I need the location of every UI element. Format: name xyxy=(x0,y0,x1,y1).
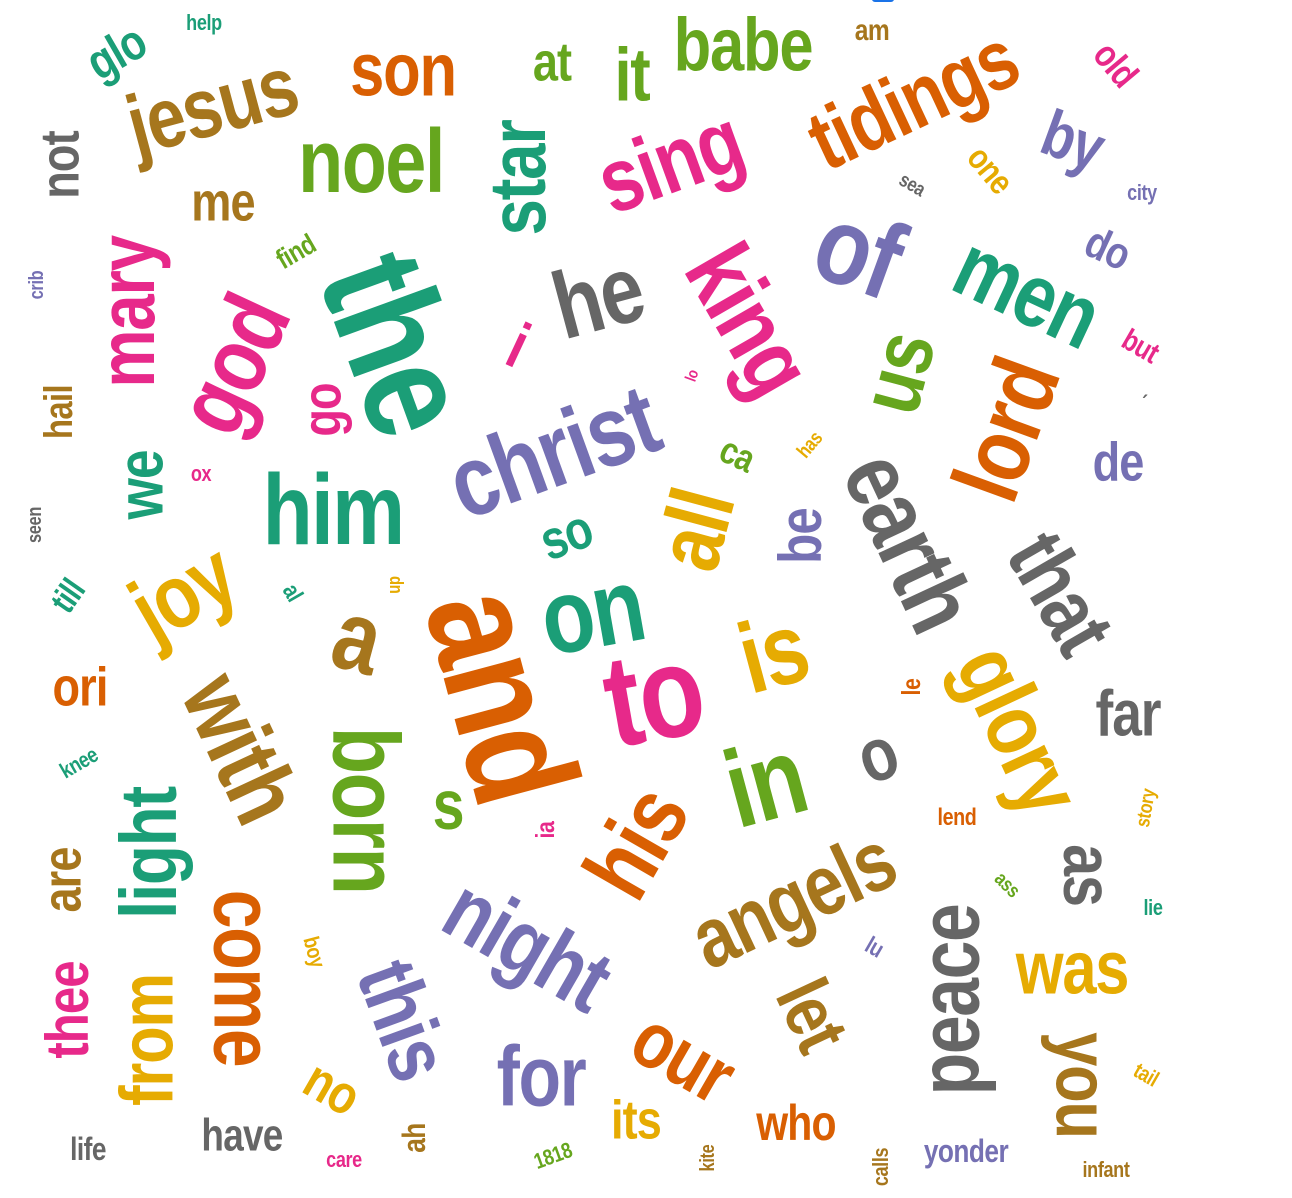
word-knee: knee xyxy=(55,741,103,784)
word-in: in xyxy=(711,713,818,852)
word-hail: hail xyxy=(37,385,81,439)
word-far: far xyxy=(1095,676,1162,750)
word-me: me xyxy=(191,170,255,233)
word-care: care xyxy=(326,1147,362,1172)
word-by: by xyxy=(1032,95,1114,185)
word-yonder: yonder xyxy=(923,1133,1009,1169)
word-ass: ass xyxy=(989,867,1025,903)
word-lie: lie xyxy=(1143,895,1163,920)
word-star: star xyxy=(473,120,562,236)
word-are: are xyxy=(30,847,93,913)
word-lend: lend xyxy=(937,804,977,831)
word-him: him xyxy=(262,454,406,566)
word-tick: ´ xyxy=(1142,391,1148,416)
word-thee: thee xyxy=(34,961,101,1059)
word-sea: sea xyxy=(895,168,929,202)
word-but: but xyxy=(1116,323,1165,371)
word-it: it xyxy=(614,32,650,117)
word-crib: crib xyxy=(26,270,48,300)
word-night: night xyxy=(427,858,627,1032)
word-not: not xyxy=(28,131,91,199)
word-de: de xyxy=(1092,430,1145,493)
word-be: be xyxy=(767,508,834,564)
word-find: find xyxy=(270,228,321,276)
word-you: you xyxy=(1040,1032,1125,1138)
word-born: born xyxy=(312,726,419,894)
word-life: life xyxy=(70,1131,106,1167)
word-lord: lord xyxy=(932,345,1081,515)
word-old: old xyxy=(1084,34,1146,96)
word-1818: 1818 xyxy=(530,1137,576,1174)
word-up: up xyxy=(384,576,404,594)
word-ah: ah xyxy=(396,1123,432,1153)
word-mary: mary xyxy=(82,236,171,388)
word-at: at xyxy=(532,30,572,93)
word-ca: ca xyxy=(712,428,762,482)
word-i: i xyxy=(496,309,540,381)
search-button[interactable] xyxy=(872,0,894,2)
word-he: he xyxy=(541,234,654,361)
word-city: city xyxy=(1127,180,1157,205)
word-noel: noel xyxy=(298,112,445,212)
word-who: who xyxy=(756,1095,836,1151)
word-lo: lo xyxy=(682,367,703,384)
word-am: am xyxy=(854,14,890,47)
word-light: light xyxy=(104,787,193,919)
word-story: story xyxy=(1131,787,1161,829)
word-its: its xyxy=(611,1088,662,1151)
word-let: let xyxy=(760,966,865,1064)
word-is: is xyxy=(727,590,819,716)
word-infant: infant xyxy=(1082,1157,1130,1182)
word-calls: calls xyxy=(868,1147,893,1187)
word-boy: boy xyxy=(298,933,331,971)
word-a: a xyxy=(321,577,393,697)
word-le: le xyxy=(896,678,926,696)
word-have: have xyxy=(201,1109,283,1161)
word-o: o xyxy=(845,708,909,801)
word-joy: joy xyxy=(113,524,253,662)
word-go: go xyxy=(290,383,353,437)
word-sing: sing xyxy=(584,90,756,234)
word-as: as xyxy=(1049,844,1127,906)
word-no: no xyxy=(293,1047,371,1128)
word-from: from xyxy=(104,974,189,1106)
word-lu: lu xyxy=(860,931,889,964)
word-ox: ox xyxy=(190,461,212,486)
word-seen: seen xyxy=(24,506,46,544)
word-ori: ori xyxy=(52,655,109,718)
word-glory: glory xyxy=(936,630,1100,830)
word-all: all xyxy=(637,479,755,581)
word-was: was xyxy=(1015,925,1130,1010)
word-we: we xyxy=(103,450,177,520)
word-son: son xyxy=(350,27,457,112)
word-for: for xyxy=(496,1029,587,1125)
word-help: help xyxy=(186,10,222,35)
word-babe: babe xyxy=(673,2,814,87)
word-peace: peace xyxy=(902,904,998,1096)
word-god: god xyxy=(156,279,311,450)
word-ia: ia xyxy=(530,821,560,839)
word-king: king xyxy=(664,226,833,413)
word-al: al xyxy=(276,579,309,607)
word-one: one xyxy=(959,138,1021,202)
word-kite: kite xyxy=(697,1144,719,1172)
word-his: his xyxy=(563,769,710,916)
word-has: has xyxy=(792,427,828,463)
word-tail: tail xyxy=(1129,1057,1164,1092)
word-us: us xyxy=(841,322,955,424)
word-come: come xyxy=(195,889,291,1067)
word-of: of xyxy=(798,179,918,324)
word-till: till xyxy=(43,572,93,620)
word-s: s xyxy=(432,766,465,844)
